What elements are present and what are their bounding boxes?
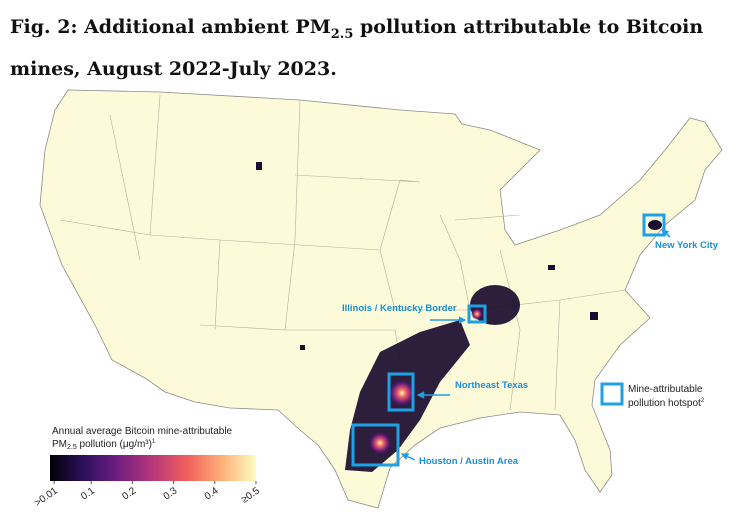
title-text: Fig. 2: Additional ambient PM	[10, 16, 331, 38]
annotation: Northeast Texas	[455, 380, 528, 391]
hotspot-box	[351, 423, 400, 467]
title-subscript: 2.5	[330, 26, 354, 42]
colorbar-note: 1	[152, 439, 156, 445]
legend-text: Mine-attributable	[628, 384, 703, 395]
colorbar-title: PM2.5 pollution (μg/m³)1	[52, 439, 156, 451]
title-text: pollution attributable to Bitcoin mines,…	[10, 16, 704, 80]
hotspot-box	[387, 372, 415, 412]
annotation: Houston / Austin Area	[419, 456, 519, 467]
colorbar-tick-label: >0.01	[33, 485, 60, 509]
us-outline	[39, 89, 723, 509]
colorbar-title: pollution (μg/m³)	[77, 439, 152, 450]
colorbar-tick-label: 0.2	[120, 485, 138, 502]
legend-box	[600, 382, 624, 406]
arrow	[661, 229, 671, 238]
hotspot-legend: Mine-attributable pollution hotspot2	[600, 382, 705, 409]
colorbar-title: PM	[52, 439, 67, 450]
colorbar-tick-label: 0.1	[79, 485, 97, 502]
hotspots: Illinois / Kentucky Border Northeast Tex…	[342, 213, 719, 467]
title: Fig. 2: Additional ambient PM2.5 polluti…	[10, 10, 745, 86]
legend-note: 2	[701, 398, 705, 404]
colorbar-title: 2.5	[67, 444, 77, 451]
hotspot-box	[467, 304, 487, 324]
legend-text: pollution hotspot2	[628, 398, 705, 409]
annotation: New York City	[655, 240, 719, 251]
pollution	[256, 162, 662, 472]
hotspot-box	[642, 213, 666, 237]
legend-text: pollution hotspot	[628, 398, 701, 409]
colorbar: Annual average Bitcoin mine-attributable…	[33, 426, 262, 509]
arrow	[400, 453, 416, 461]
colorbar-tick-label: ≥0.5	[240, 485, 263, 505]
colorbar-tick-label: 0.3	[162, 485, 180, 502]
annotation: Illinois / Kentucky Border	[342, 303, 457, 314]
colorbar-bar	[50, 455, 256, 481]
colorbar-title: Annual average Bitcoin mine-attributable	[52, 426, 233, 437]
colorbar-tick-label: 0.4	[203, 485, 221, 502]
